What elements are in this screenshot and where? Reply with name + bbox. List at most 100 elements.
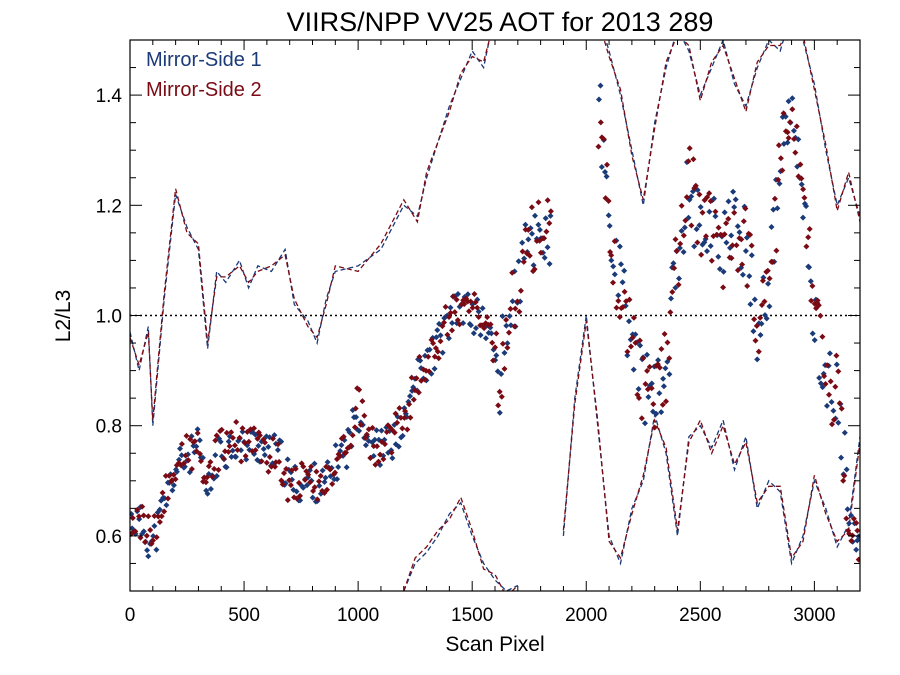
- series-2-marker: [822, 381, 829, 387]
- series-1-marker: [178, 452, 185, 459]
- series-2-marker: [415, 389, 422, 396]
- series-2-marker: [155, 513, 162, 520]
- series-2-marker: [316, 478, 322, 485]
- series-1-marker: [696, 222, 703, 229]
- series-2-marker: [758, 302, 765, 308]
- series-2-marker: [547, 208, 554, 215]
- series-1-marker: [467, 322, 474, 329]
- series-1-marker: [655, 357, 662, 364]
- series-1-marker: [493, 352, 500, 359]
- series-1-marker: [681, 224, 688, 231]
- series-2-marker: [245, 438, 252, 445]
- series-1-marker: [542, 215, 549, 222]
- series-2-marker: [188, 466, 195, 472]
- series-2-marker: [667, 309, 674, 316]
- series-2-marker: [185, 457, 192, 464]
- series-2-marker: [284, 497, 291, 504]
- x-tick-label: 0: [125, 605, 136, 626]
- series-1-marker: [635, 386, 642, 392]
- series-1-marker: [544, 244, 551, 251]
- plot-clipped: [130, 40, 860, 591]
- series-2-marker: [753, 322, 760, 329]
- series-1-marker: [624, 352, 631, 359]
- series-1-marker: [496, 409, 503, 416]
- series-1-marker: [670, 260, 677, 267]
- series-1-marker: [697, 204, 704, 210]
- series-1-marker: [835, 419, 842, 426]
- series-2-marker: [356, 386, 363, 393]
- series-2-marker: [197, 458, 204, 465]
- series-1-marker: [707, 243, 714, 249]
- series-2-marker: [651, 424, 658, 431]
- series-2-marker: [595, 143, 602, 150]
- series-2-marker: [396, 405, 403, 412]
- series-1-marker: [515, 258, 522, 265]
- series-2-marker: [498, 393, 505, 400]
- series-2-marker: [286, 477, 293, 484]
- series-2-marker: [757, 314, 764, 321]
- series-2-marker: [798, 175, 805, 182]
- series-1-marker: [736, 229, 743, 236]
- series-1-marker: [232, 453, 239, 460]
- series-1-marker: [130, 511, 135, 517]
- legend-entry-mirror-side-1: Mirror-Side 1: [146, 49, 262, 71]
- series-1-marker: [855, 533, 860, 540]
- x-tick-label: 1500: [451, 605, 493, 626]
- series-2-marker: [546, 220, 553, 227]
- series-1-marker: [169, 487, 176, 494]
- series-1-marker: [439, 349, 446, 356]
- series-1-marker: [715, 253, 722, 260]
- series-2-marker: [363, 431, 370, 438]
- series-2-marker: [252, 447, 259, 454]
- series-1-marker: [309, 494, 316, 501]
- series-1-marker: [853, 546, 860, 553]
- series-2-marker: [314, 496, 321, 503]
- series-2-marker: [404, 426, 411, 433]
- series-1-marker: [389, 455, 396, 462]
- series-2-marker: [142, 539, 148, 546]
- series-2-marker: [402, 408, 409, 415]
- series-2-marker: [827, 378, 834, 385]
- series-2-marker: [481, 325, 488, 332]
- series-2-marker: [658, 346, 665, 352]
- series-2-marker: [461, 301, 468, 308]
- series-2-marker: [629, 334, 636, 341]
- series-2-marker: [426, 368, 433, 375]
- series-2-marker: [162, 472, 169, 479]
- series-2-marker: [672, 236, 679, 243]
- series-2-marker: [537, 249, 544, 256]
- series-2-marker: [531, 266, 538, 273]
- series-2-marker: [408, 374, 415, 381]
- series-line-4: [403, 501, 519, 591]
- series-1-marker: [261, 452, 268, 458]
- series-1-marker: [688, 193, 695, 200]
- series-2-marker: [734, 267, 741, 274]
- series-2-marker: [773, 247, 780, 254]
- series-2-marker: [367, 455, 374, 461]
- series-2-marker: [139, 503, 146, 510]
- series-2-marker: [369, 424, 376, 431]
- series-2-marker: [721, 231, 728, 238]
- series-1-marker: [353, 414, 360, 421]
- series-1-marker: [826, 350, 833, 357]
- series-2-marker: [372, 461, 379, 468]
- series-2-marker: [281, 470, 287, 477]
- series-2-marker: [715, 224, 722, 231]
- series-2-marker: [600, 136, 607, 143]
- series-1-marker: [658, 409, 665, 416]
- series-1-marker: [730, 188, 737, 195]
- series-2-marker: [203, 479, 209, 486]
- series-2-marker: [624, 348, 631, 355]
- series-1-marker: [602, 169, 608, 175]
- series-1-marker: [645, 394, 652, 400]
- series-1-marker: [830, 407, 837, 414]
- series-1-marker: [399, 432, 406, 439]
- series-1-marker: [378, 427, 385, 434]
- series-1-marker: [529, 230, 535, 237]
- y-tick-label: 0.8: [96, 417, 122, 438]
- series-1-marker: [482, 335, 489, 342]
- series-1-marker: [678, 227, 685, 234]
- series-2-marker: [840, 477, 847, 484]
- series-2-marker: [648, 385, 655, 392]
